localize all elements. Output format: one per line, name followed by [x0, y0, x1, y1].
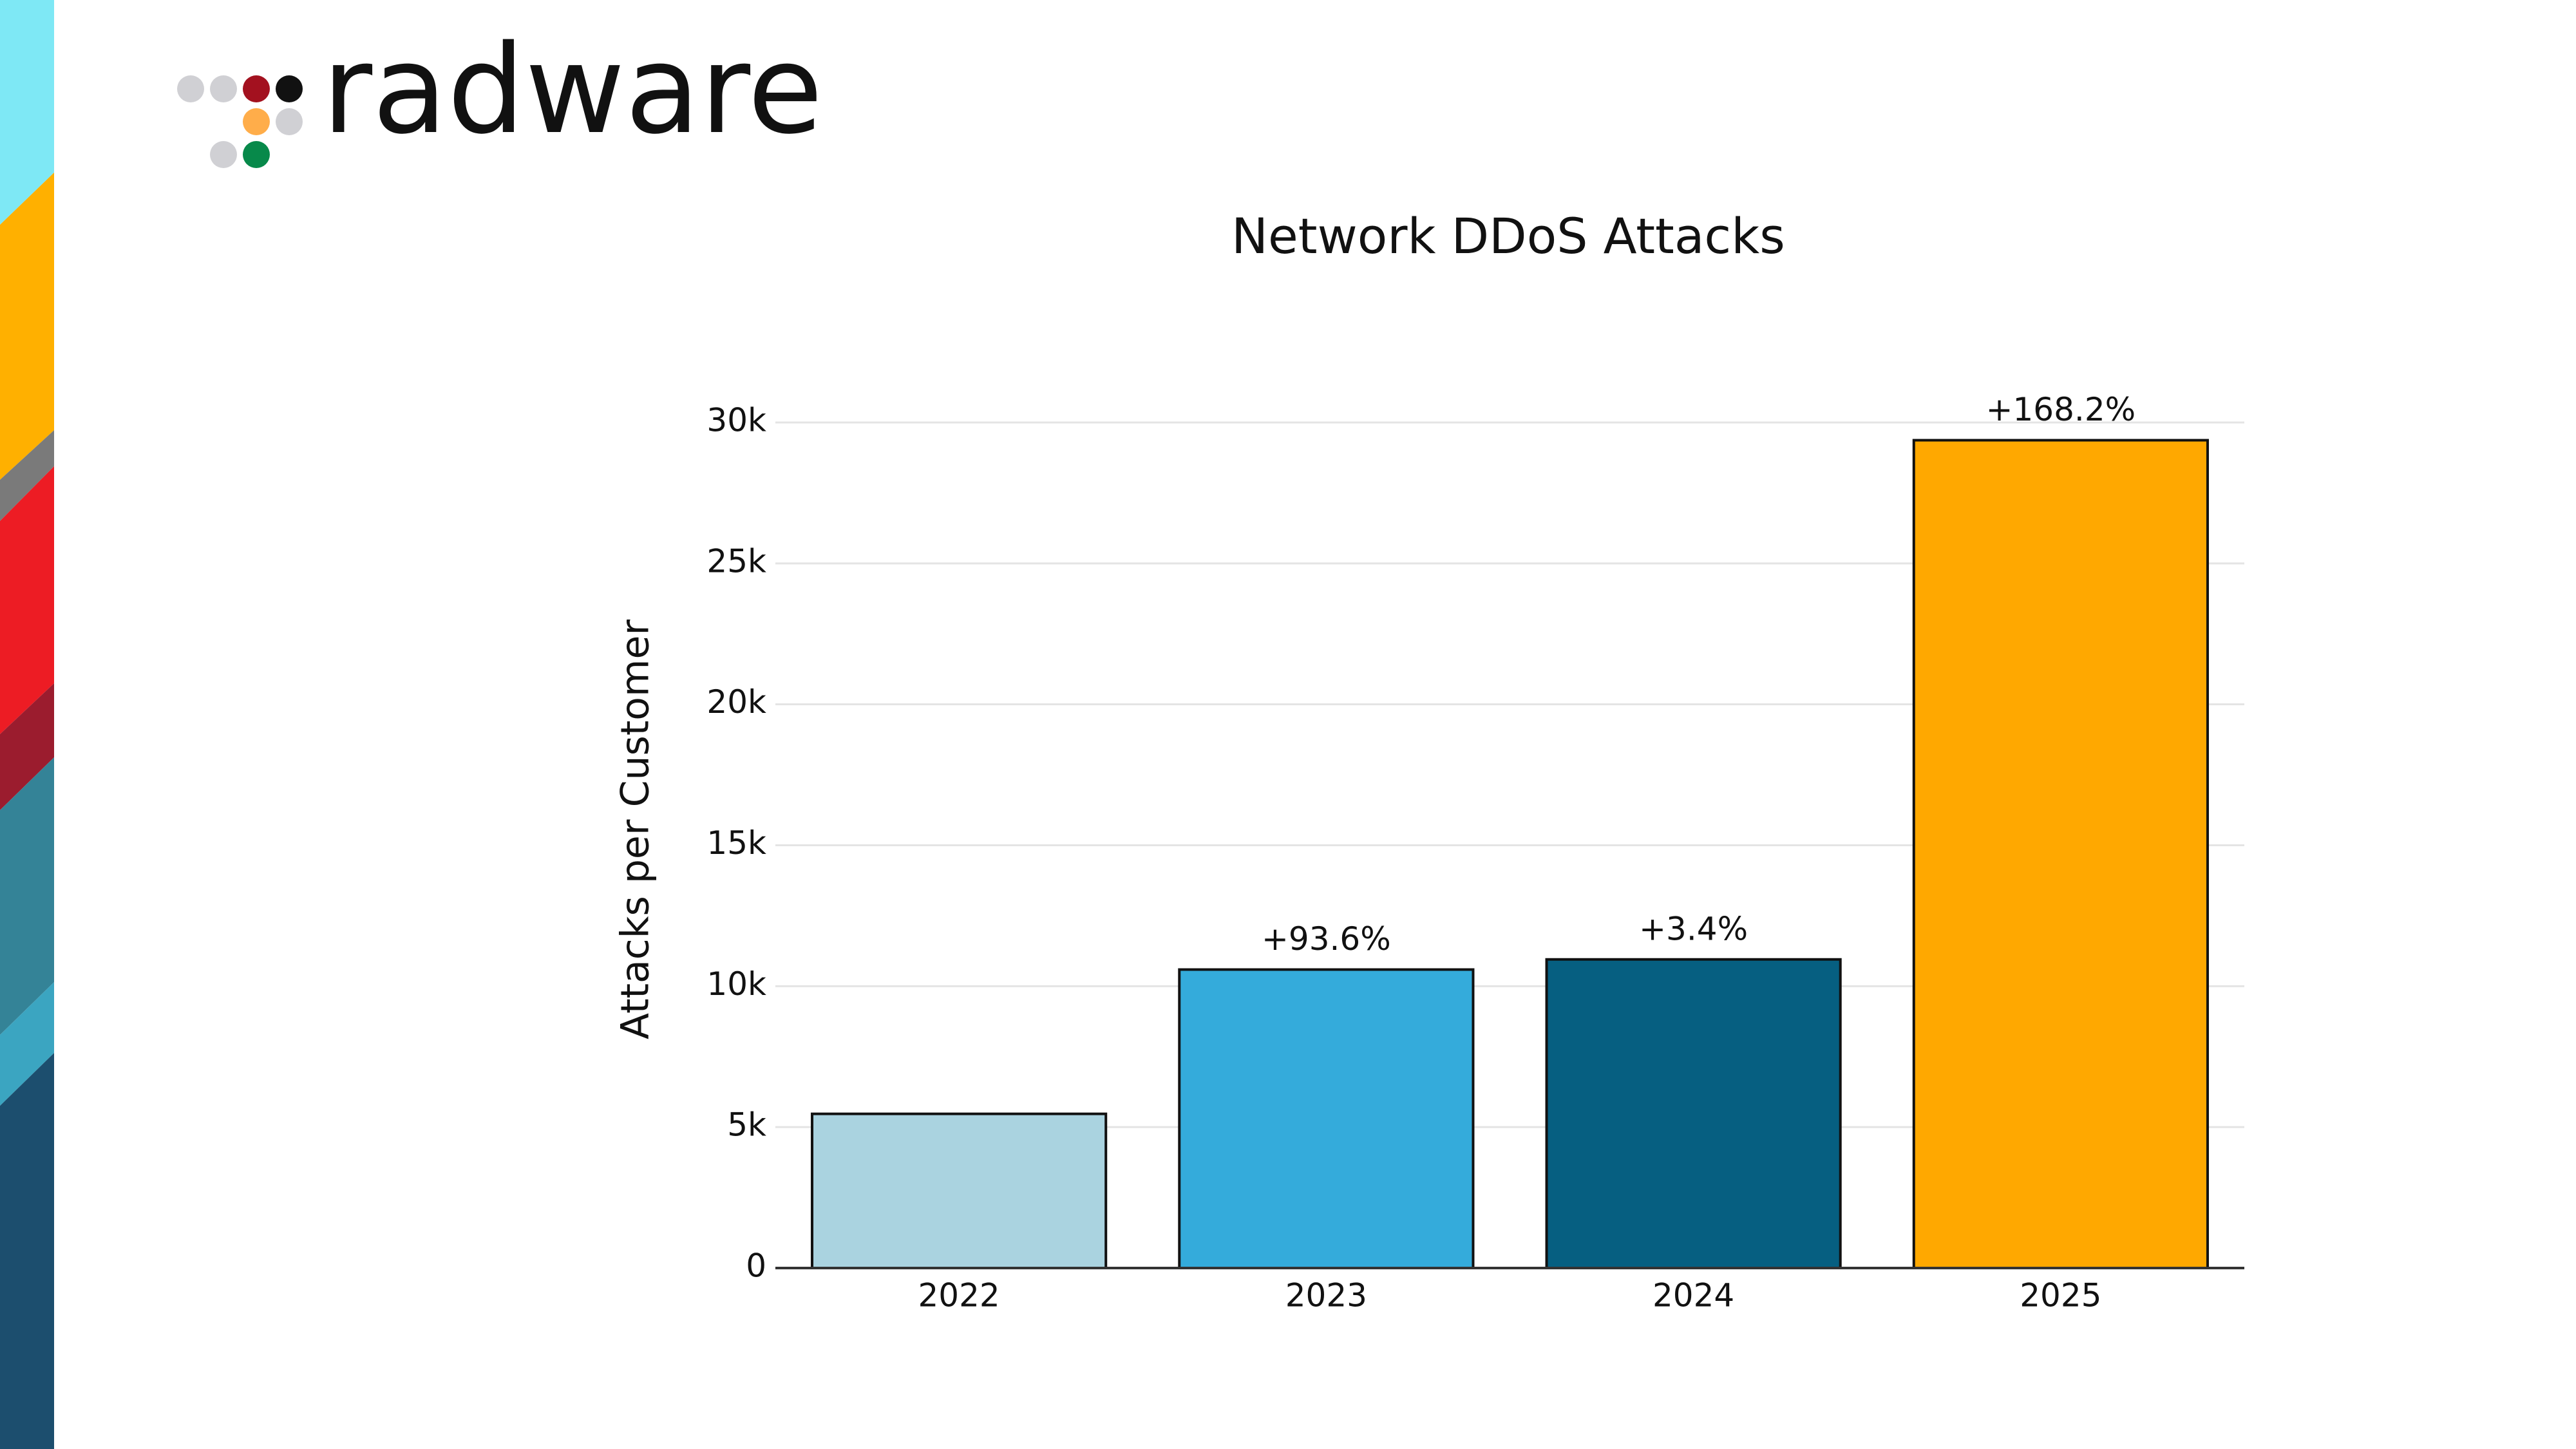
y-tick-label: 30k: [706, 402, 766, 439]
y-tick-label: 0: [746, 1247, 766, 1285]
growth-label: +3.4%: [1639, 910, 1748, 947]
y-axis-label: Attacks per Customer: [613, 620, 658, 1039]
growth-label: +93.6%: [1262, 920, 1391, 958]
y-tick-label: 15k: [706, 824, 766, 862]
side-stripes: [0, 0, 54, 1449]
y-tick-label: 5k: [727, 1106, 766, 1144]
x-tick-label: 2023: [1285, 1277, 1367, 1314]
x-tick-label: 2022: [918, 1277, 1000, 1314]
logo-dots: [177, 75, 303, 168]
logo-text: radware: [322, 19, 823, 161]
y-tick-label: 20k: [706, 683, 766, 721]
bar: [1912, 439, 2209, 1269]
bar: [1178, 968, 1475, 1269]
bar: [1545, 958, 1842, 1269]
x-tick-label: 2024: [1653, 1277, 1734, 1314]
x-tick-label: 2025: [2020, 1277, 2101, 1314]
bar: [811, 1112, 1108, 1269]
y-tick-label: 25k: [706, 542, 766, 580]
chart-title: Network DDoS Attacks: [1231, 207, 1785, 265]
growth-label: +168.2%: [1986, 391, 2136, 428]
y-tick-label: 10k: [706, 965, 766, 1003]
